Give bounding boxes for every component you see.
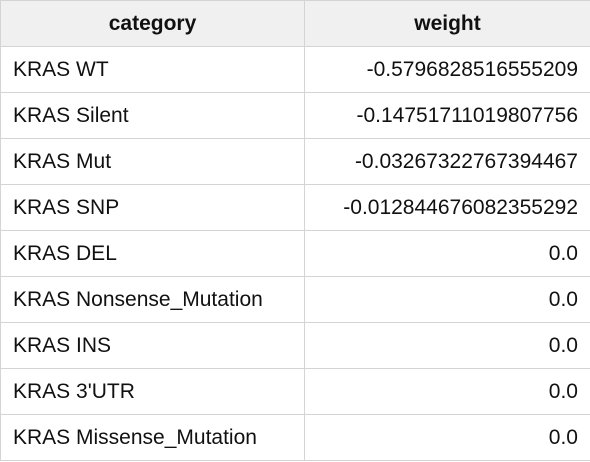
category-cell: KRAS Missense_Mutation xyxy=(0,414,305,461)
category-cell: KRAS Silent xyxy=(0,92,305,139)
table-row: KRAS 3'UTR 0.0 xyxy=(0,368,590,415)
weight-cell: -0.5796828516555209 xyxy=(304,46,590,93)
table-row: KRAS SNP -0.012844676082355292 xyxy=(0,184,590,231)
table-body: KRAS WT -0.5796828516555209 KRAS Silent … xyxy=(0,46,590,461)
category-cell: KRAS Mut xyxy=(0,138,305,185)
category-cell: KRAS WT xyxy=(0,46,305,93)
weight-cell: 0.0 xyxy=(304,414,590,461)
table-row: KRAS Missense_Mutation 0.0 xyxy=(0,414,590,461)
category-cell: KRAS INS xyxy=(0,322,305,369)
header-row: category weight xyxy=(0,0,590,47)
weight-cell: -0.03267322767394467 xyxy=(304,138,590,185)
column-header-category[interactable]: category xyxy=(0,0,305,47)
table-row: KRAS WT -0.5796828516555209 xyxy=(0,46,590,93)
category-cell: KRAS Nonsense_Mutation xyxy=(0,276,305,323)
table-row: KRAS DEL 0.0 xyxy=(0,230,590,277)
table-row: KRAS INS 0.0 xyxy=(0,322,590,369)
table-row: KRAS Silent -0.14751711019807756 xyxy=(0,92,590,139)
weight-cell: 0.0 xyxy=(304,322,590,369)
table-header: category weight xyxy=(0,0,590,47)
weight-cell: -0.14751711019807756 xyxy=(304,92,590,139)
category-cell: KRAS SNP xyxy=(0,184,305,231)
table-row: KRAS Mut -0.03267322767394467 xyxy=(0,138,590,185)
table-row: KRAS Nonsense_Mutation 0.0 xyxy=(0,276,590,323)
category-cell: KRAS DEL xyxy=(0,230,305,277)
category-cell: KRAS 3'UTR xyxy=(0,368,305,415)
weight-cell: 0.0 xyxy=(304,368,590,415)
column-header-weight[interactable]: weight xyxy=(304,0,590,47)
weight-cell: 0.0 xyxy=(304,230,590,277)
weight-cell: 0.0 xyxy=(304,276,590,323)
weight-cell: -0.012844676082355292 xyxy=(304,184,590,231)
